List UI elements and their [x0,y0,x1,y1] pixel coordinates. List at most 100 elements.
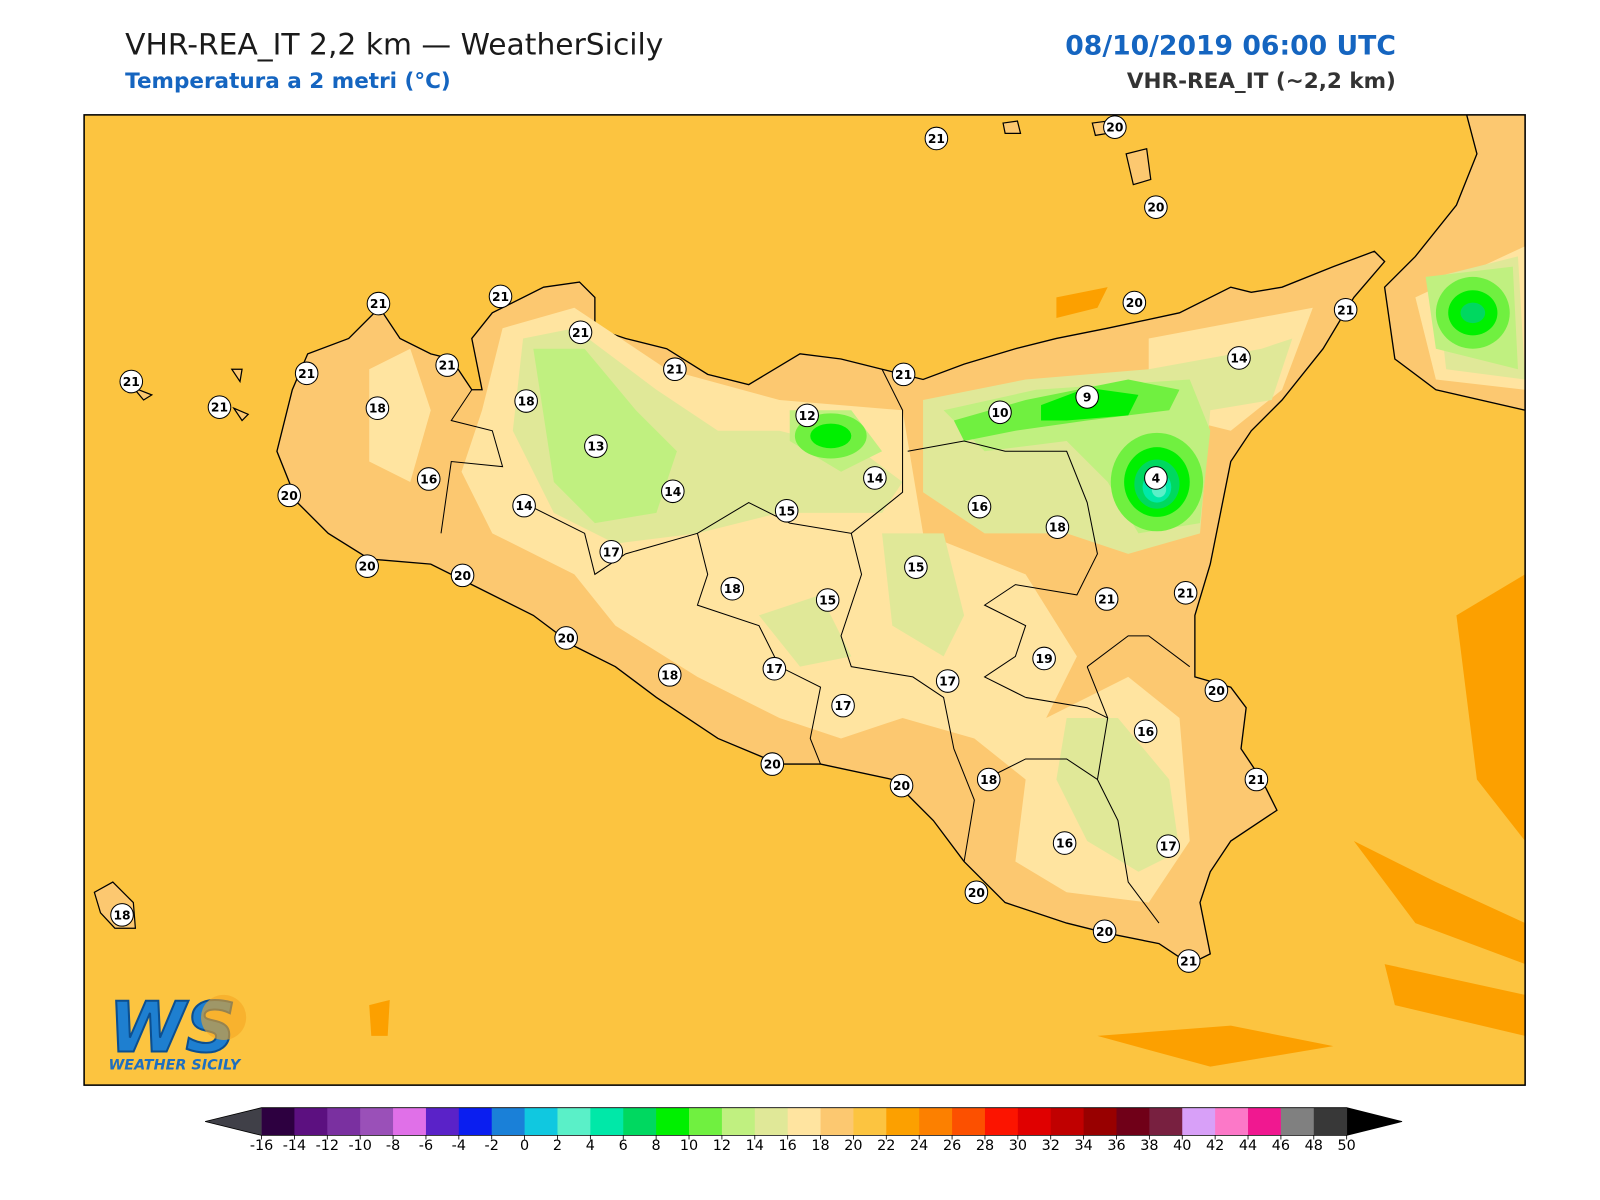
colorbar-tick-label: -10 [348,1138,371,1154]
colorbar-segment [1313,1107,1348,1136]
colorbar-tick-label: 6 [619,1138,628,1154]
station-value: 17 [835,699,852,713]
station-value: 21 [439,359,456,373]
colorbar-segment [294,1107,328,1136]
datetime: 08/10/2019 06:00 UTC [1065,30,1396,61]
station-marker [988,400,1012,425]
station-value: 18 [661,668,678,682]
colorbar-extend-low [205,1107,262,1136]
colorbar-segment [952,1107,986,1136]
station-marker [1227,346,1251,370]
colorbar-tick-label: 8 [652,1138,661,1154]
colorbar-tick-label: 34 [1074,1138,1092,1154]
station-marker [514,389,538,413]
station-value: 16 [420,472,437,486]
colorbar-tick-label: 36 [1107,1138,1125,1154]
colorbar-tick-label: 14 [746,1138,764,1154]
station-marker [355,554,379,578]
station-marker [294,361,319,386]
colorbar-segment [1215,1107,1249,1136]
station-marker [277,483,302,508]
logo-name: WEATHER SICILY [108,1058,241,1074]
station-marker [720,576,745,601]
station-value: 21 [666,363,683,377]
station-value: 21 [1177,586,1194,600]
station-marker [863,466,887,490]
station-value: 15 [907,561,924,575]
station-value: 13 [587,440,604,454]
colorbar-tick-label: 20 [844,1138,862,1154]
subtitle: Temperatura a 2 metri (°C) [125,69,451,94]
colorbar-tick-label: 10 [680,1138,698,1154]
colorbar-tick-label: 44 [1239,1138,1257,1154]
model-label: VHR-REA_IT (~2,2 km) [1127,69,1396,94]
station-marker [815,588,840,612]
colorbar-segment [1116,1107,1150,1136]
station-value: 20 [1106,121,1123,135]
colorbar-extend-high [1346,1107,1403,1136]
colorbar-segment [853,1107,887,1136]
colorbar-segment [1149,1107,1183,1136]
colorbar-tick-label: -6 [419,1138,433,1154]
station-value: 17 [1160,840,1177,854]
colorbar-segment [360,1107,394,1136]
station-marker [1075,385,1099,409]
station-marker [762,656,787,681]
station-marker [568,320,593,345]
station-value: 18 [369,402,386,416]
station-marker [1176,949,1201,973]
station-marker [657,663,682,687]
map-frame [83,114,1526,1086]
colorbar-segment [754,1107,789,1136]
station-marker [584,434,608,458]
station-marker [488,284,513,309]
station-value: 20 [454,569,471,583]
station-value: 17 [939,675,956,689]
station-marker [450,563,475,588]
station-marker [207,395,232,419]
colorbar-tick-label: -12 [316,1138,339,1154]
station-marker [935,669,960,693]
colorbar-tick-label: 18 [811,1138,829,1154]
station-marker [599,539,624,564]
colorbar-segment [261,1107,295,1136]
station-value: 15 [819,594,836,608]
colorbar-segment [524,1107,558,1136]
station-value: 20 [558,631,575,645]
station-marker [554,626,578,650]
station-value: 21 [895,368,912,382]
station-marker [435,353,459,377]
station-value: 21 [928,132,945,146]
colorbar-tick-label: 26 [943,1138,961,1154]
station-marker [904,555,928,579]
station-marker [366,291,391,316]
colorbar-segment [1017,1107,1052,1136]
colorbar-segment [1050,1107,1085,1136]
station-value: 18 [1049,521,1066,535]
station-marker [365,396,390,420]
station-value: 20 [1096,925,1113,939]
station-value: 19 [1036,652,1053,666]
colorbar-tick-label: 24 [910,1138,928,1154]
colorbar-segment [425,1107,460,1136]
station-value: 20 [968,886,985,900]
station-marker [1133,719,1158,744]
colorbar-tick-label: 16 [779,1138,797,1154]
logo-sun [201,994,247,1040]
station-marker [831,693,855,718]
station-value: 14 [516,499,533,513]
station-marker [964,880,989,905]
station-marker [889,773,914,798]
station-value: 21 [492,290,509,304]
colorbar-tick-label: 12 [713,1138,731,1154]
station-value: 17 [603,545,620,559]
colorbar-tick-label: 38 [1140,1138,1158,1154]
station-marker [1144,466,1168,490]
colorbar-tick-label: -4 [452,1138,466,1154]
colorbar-tick-label: 46 [1272,1138,1290,1154]
colorbar-tick-label: 30 [1009,1138,1027,1154]
station-marker [760,752,785,776]
colorbar-tick-label: -2 [485,1138,499,1154]
station-marker [891,362,916,387]
colorbar-segment [557,1107,591,1136]
